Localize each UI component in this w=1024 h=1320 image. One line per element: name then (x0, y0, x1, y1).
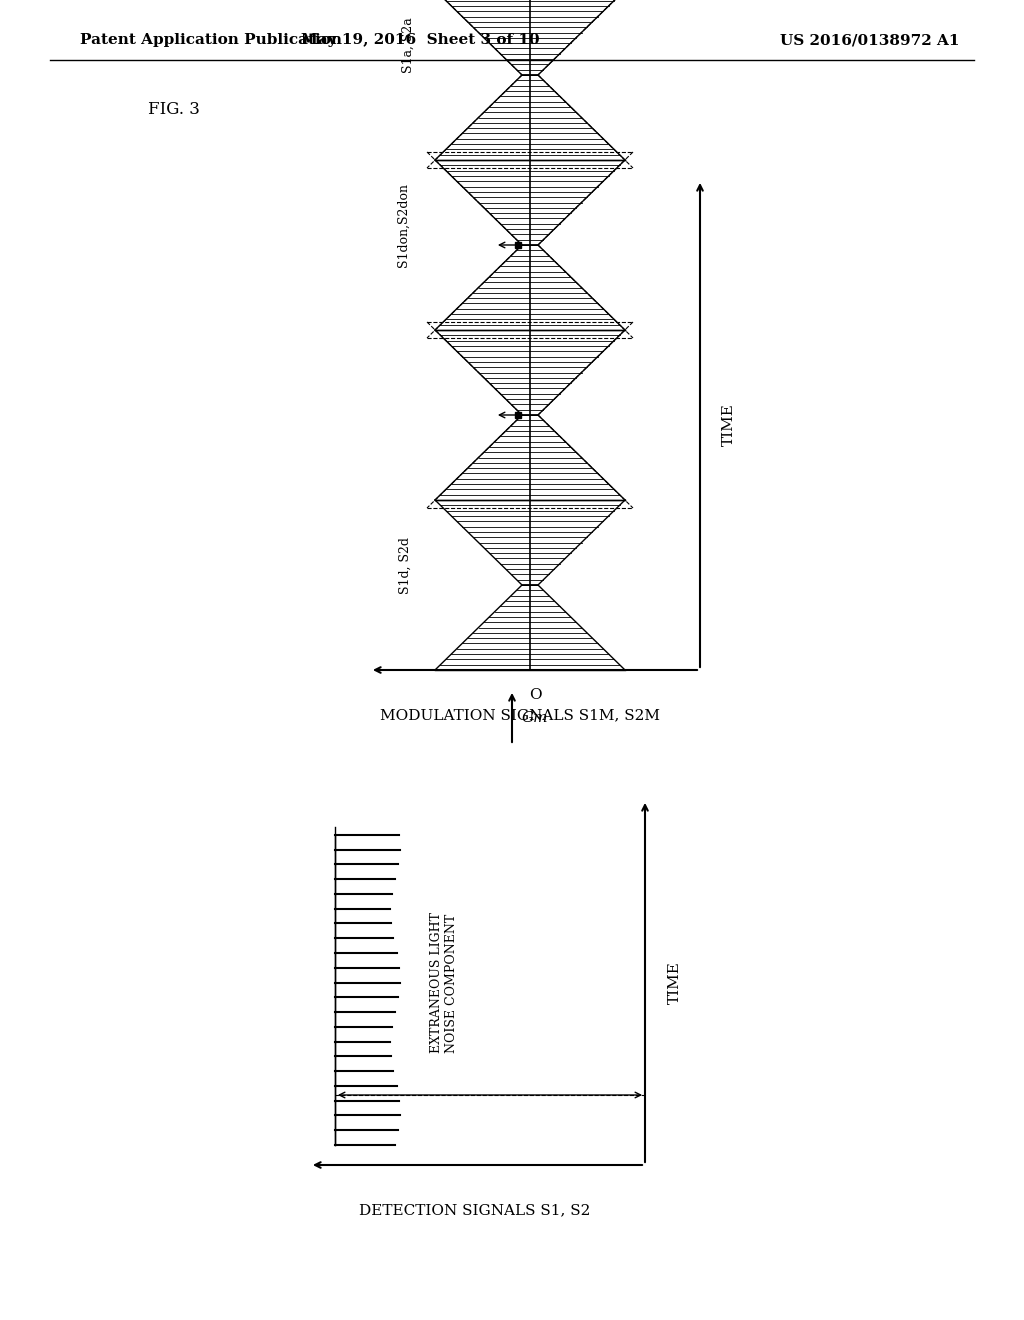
Text: Gm: Gm (522, 710, 549, 725)
Text: S1don,S2don: S1don,S2don (397, 183, 410, 267)
Text: TIME: TIME (722, 404, 736, 446)
Text: O: O (528, 688, 542, 702)
Text: TIME: TIME (668, 961, 682, 1005)
Text: Patent Application Publication: Patent Application Publication (80, 33, 342, 48)
Text: S1d, S2d: S1d, S2d (399, 536, 412, 594)
Text: May 19, 2016  Sheet 3 of 10: May 19, 2016 Sheet 3 of 10 (301, 33, 540, 48)
Text: S1a, S2a: S1a, S2a (402, 17, 415, 73)
Text: DETECTION SIGNALS S1, S2: DETECTION SIGNALS S1, S2 (359, 1203, 591, 1217)
Text: EXTRANEOUS LIGHT
NOISE COMPONENT: EXTRANEOUS LIGHT NOISE COMPONENT (430, 912, 458, 1053)
Text: FIG. 3: FIG. 3 (148, 102, 200, 119)
Text: MODULATION SIGNALS S1M, S2M: MODULATION SIGNALS S1M, S2M (380, 708, 660, 722)
Text: US 2016/0138972 A1: US 2016/0138972 A1 (780, 33, 959, 48)
